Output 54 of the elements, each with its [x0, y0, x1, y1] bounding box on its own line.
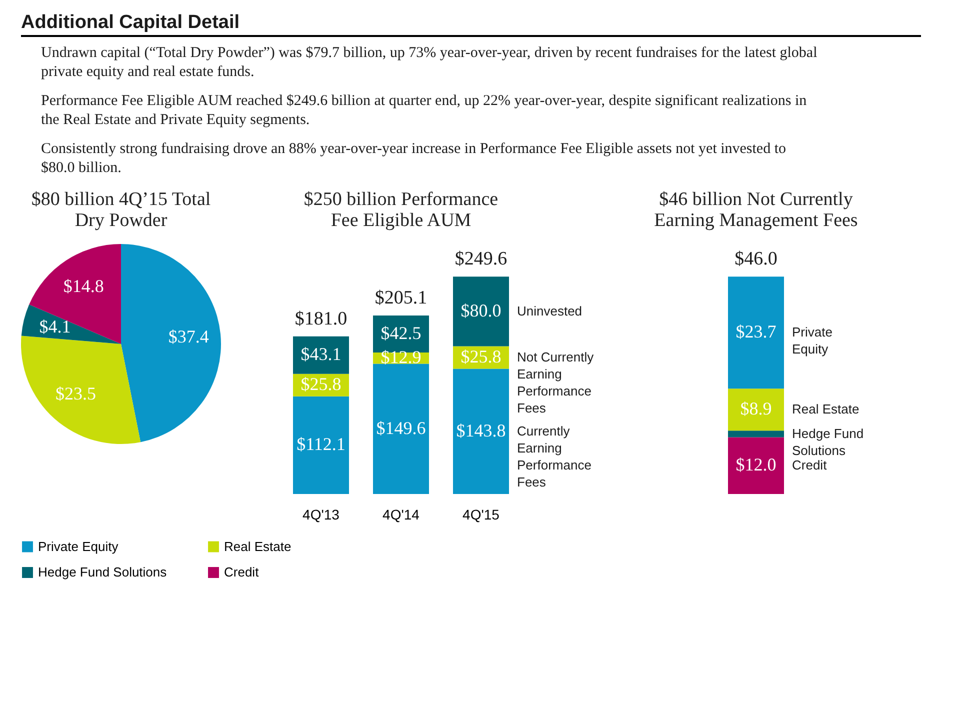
pie-slice: [29, 244, 121, 344]
x-tick-label: 4Q'15: [462, 506, 500, 522]
series-label: Real Estate: [792, 402, 860, 417]
chart-title: $250 billion Performance Fee Eligible AUM: [304, 189, 498, 231]
pie-slice: [21, 304, 121, 344]
pie-slice: [21, 336, 141, 444]
legend-label: Credit: [224, 564, 260, 580]
data-label: $42.5: [380, 322, 422, 343]
data-label: $23.7: [736, 322, 776, 342]
chart-title: $46 billion Not Currently Earning Management Fees: [654, 189, 858, 231]
data-label: $12.9: [380, 347, 422, 368]
bar: [453, 276, 509, 346]
data-label: $4.1: [39, 316, 71, 337]
series-label: Currently Earning Performance Fees: [517, 423, 592, 490]
data-label: $25.8: [300, 374, 342, 394]
data-label: $14.8: [63, 276, 104, 296]
total-label: $181.0: [294, 308, 348, 330]
text: Additional Capital Detail: [21, 12, 240, 33]
chart-title: $80 billion 4Q’15 Total Dry Powder: [31, 189, 211, 231]
legend-label: Real Estate: [224, 538, 292, 554]
series-label: Uninvested: [517, 303, 582, 318]
bar: [293, 396, 349, 494]
text: Undrawn capital (“Total Dry Powder”) was $79.7 billion, up 73% year-over-year, driven by recent fundraises for the latest global private equity and real estate funds.: [41, 45, 818, 80]
legend-label: Hedge Fund Solutions: [38, 564, 168, 580]
data-label: $43.1: [300, 344, 342, 364]
data-label: $25.8: [460, 346, 502, 367]
data-label: $80.0: [460, 300, 502, 320]
data-label: $8.9: [740, 398, 772, 419]
bar: [453, 368, 509, 494]
legend-label: Private Equity: [38, 538, 119, 554]
pie-slice: [121, 244, 221, 442]
total-label: $205.1: [374, 287, 428, 308]
bar: [728, 430, 784, 438]
total-label: $46.0: [734, 248, 778, 270]
data-label: $37.4: [168, 326, 209, 346]
series-label: Hedge Fund Solutions: [792, 426, 864, 458]
bar: [728, 276, 784, 389]
series-label: Credit: [792, 458, 828, 473]
bar: [373, 364, 429, 494]
data-label: $23.5: [55, 384, 96, 404]
series-label: Not Currently Earning Performance Fees: [517, 350, 594, 416]
bar: [293, 336, 349, 374]
data-label: $112.1: [296, 434, 346, 454]
text: Performance Fee Eligible AUM reached $249.6 billion at quarter end, up 22% year-over-year, despite significant realizations in the Real Estate and Private Equity segments.: [41, 93, 808, 128]
total-label: $249.6: [454, 248, 508, 270]
bar: [728, 388, 784, 431]
data-label: $149.6: [376, 418, 426, 438]
bar: [728, 437, 784, 494]
series-label: Private Equity: [792, 324, 832, 357]
text: Consistently strong fundraising drove an 88% year-over-year increase in Performance Fee Eligible assets not yet invested to $80.0 billion.: [41, 141, 786, 176]
data-label: $143.8: [456, 420, 506, 440]
x-tick-label: 4Q'14: [382, 506, 420, 522]
data-label: $12.0: [736, 454, 776, 475]
x-tick-label: 4Q'13: [302, 506, 340, 522]
